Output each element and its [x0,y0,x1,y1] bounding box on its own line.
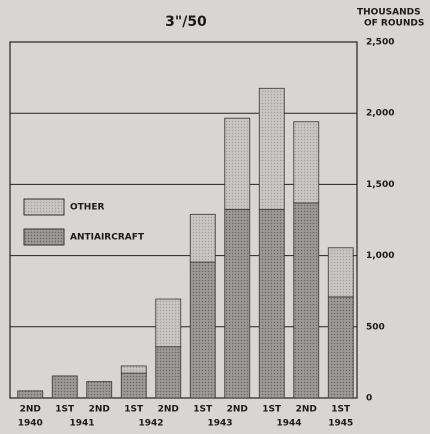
legend-texture [24,199,64,215]
x-group-label: 1944 [276,419,301,429]
bar-texture [328,296,354,398]
x-tick-label: 1ST [331,405,351,415]
y-axis-label: OF ROUNDS [364,19,424,29]
x-group-label: 1940 [18,419,43,429]
x-group-label: 1942 [138,419,163,429]
bar-texture [259,209,285,398]
x-tick-label: 1ST [262,405,282,415]
bar-texture [328,247,354,297]
x-tick-label: 2ND [89,405,110,415]
x-tick-label: 1ST [124,405,144,415]
bar-texture [121,365,147,374]
y-tick-label: 500 [366,322,385,332]
bar-texture [190,214,216,263]
y-tick-label: 1,000 [366,251,394,261]
y-tick-label: 2,000 [366,109,394,119]
x-tick-label: 2ND [296,405,317,415]
bar-texture [259,88,285,210]
chart-title: 3"/50 [165,14,207,30]
bar-texture [224,118,250,210]
x-tick-label: 1ST [193,405,213,415]
bar-texture [293,202,319,398]
y-tick-label: 1,500 [366,180,394,190]
bar-texture [52,375,78,398]
x-group-label: 1945 [328,419,353,429]
y-tick-label: 2,500 [366,38,394,48]
bar-texture [190,262,216,398]
legend-label: OTHER [70,203,104,213]
x-tick-label: 2ND [227,405,248,415]
bar-texture [86,381,112,398]
x-tick-label: 1ST [55,405,75,415]
x-group-label: 1943 [207,419,232,429]
bar-texture [155,299,181,347]
y-tick-label: 0 [366,394,372,404]
legend-label: ANTIAIRCRAFT [70,233,145,243]
bar-texture [293,121,319,203]
x-tick-label: 2ND [20,405,41,415]
x-group-label: 1941 [69,419,94,429]
bar-texture [121,373,147,398]
x-tick-label: 2ND [158,405,179,415]
legend-texture [24,229,64,245]
y-axis-label: THOUSANDS [357,8,421,18]
bar-texture [224,209,250,398]
bar-texture [17,390,43,398]
bar-texture [155,346,181,398]
